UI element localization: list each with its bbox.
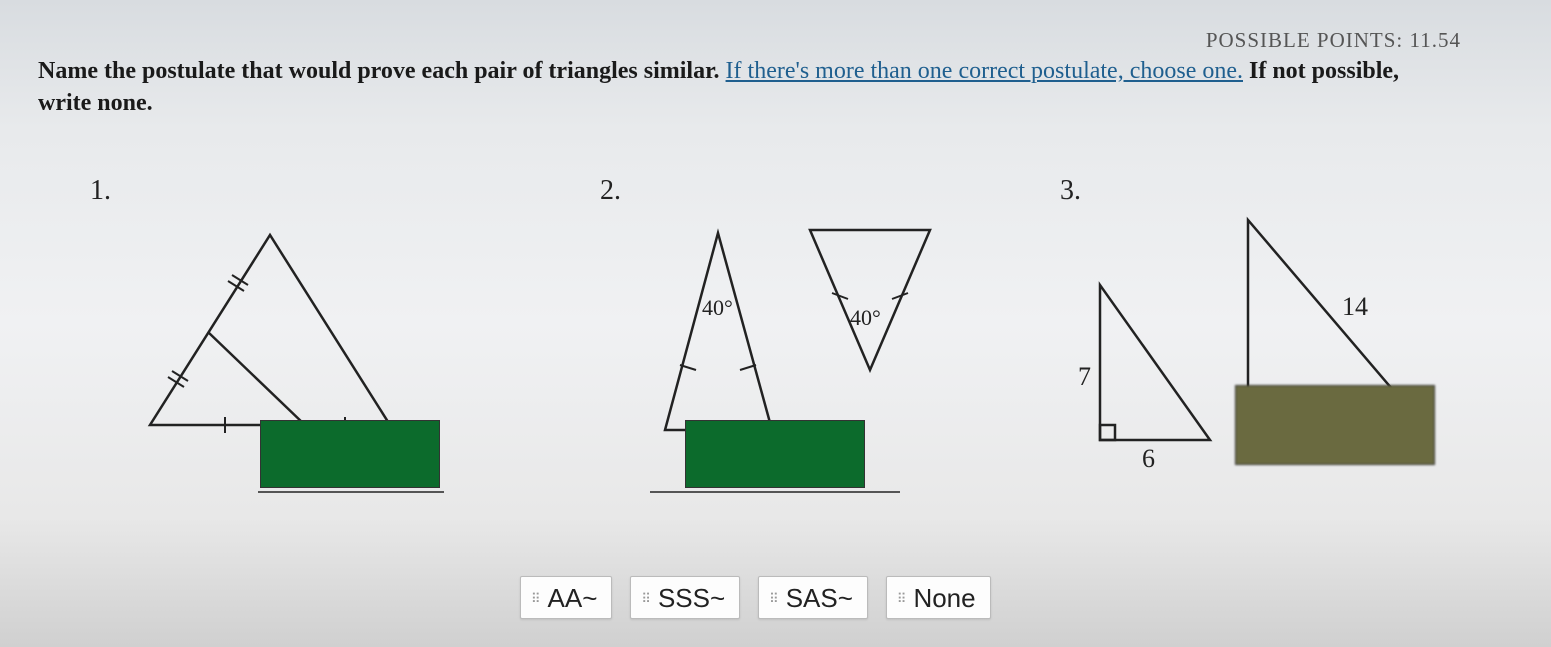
- option-chip-sss[interactable]: ⠿ SSS~: [630, 576, 740, 619]
- problem-1-figure: [90, 215, 520, 450]
- prompt-hint-link: If there's more than one correct postula…: [726, 58, 1243, 84]
- problem-number: 3.: [1060, 175, 1500, 207]
- angle-label-left: 40°: [702, 295, 733, 320]
- prompt-line2: write none.: [38, 90, 153, 116]
- problem-1: 1.: [90, 175, 520, 450]
- angle-label-right: 40°: [850, 305, 881, 330]
- answer-options-tray: ⠿ AA~ ⠿ SSS~ ⠿ SAS~ ⠿ None: [520, 576, 991, 619]
- drop-target-3[interactable]: [1235, 385, 1435, 465]
- drop-target-2[interactable]: [685, 420, 865, 488]
- possible-points-label: POSSIBLE POINTS: 11.54: [1206, 28, 1461, 53]
- problem-3: 3. 7 6 14 12: [1060, 175, 1500, 460]
- answer-line-1: [258, 491, 444, 493]
- prompt-lead: Name the postulate that would prove each…: [38, 58, 720, 84]
- drag-grip-icon: ⠿: [641, 595, 650, 603]
- drag-grip-icon: ⠿: [769, 595, 778, 603]
- side-label-6: 6: [1142, 444, 1155, 473]
- option-label: None: [913, 583, 975, 614]
- question-prompt: Name the postulate that would prove each…: [38, 55, 1511, 120]
- prompt-trail: If not possible,: [1249, 58, 1399, 84]
- drag-grip-icon: ⠿: [531, 595, 540, 603]
- side-label-7: 7: [1078, 362, 1091, 391]
- option-label: SSS~: [658, 583, 725, 614]
- problem-number: 1.: [90, 175, 520, 207]
- option-chip-sas[interactable]: ⠿ SAS~: [758, 576, 868, 619]
- option-label: AA~: [548, 583, 598, 614]
- answer-line-2: [650, 491, 900, 493]
- problems-row: 1. 2.: [0, 175, 1551, 515]
- drag-grip-icon: ⠿: [897, 595, 906, 603]
- option-label: SAS~: [786, 583, 853, 614]
- side-label-14: 14: [1342, 292, 1368, 321]
- problem-number: 2.: [600, 175, 1030, 207]
- option-chip-aa[interactable]: ⠿ AA~: [520, 576, 612, 619]
- drop-target-1[interactable]: [260, 420, 440, 488]
- problem-2-figure: 40° 40°: [600, 215, 1030, 450]
- problem-2: 2. 40° 40°: [600, 175, 1030, 450]
- option-chip-none[interactable]: ⠿ None: [886, 576, 991, 619]
